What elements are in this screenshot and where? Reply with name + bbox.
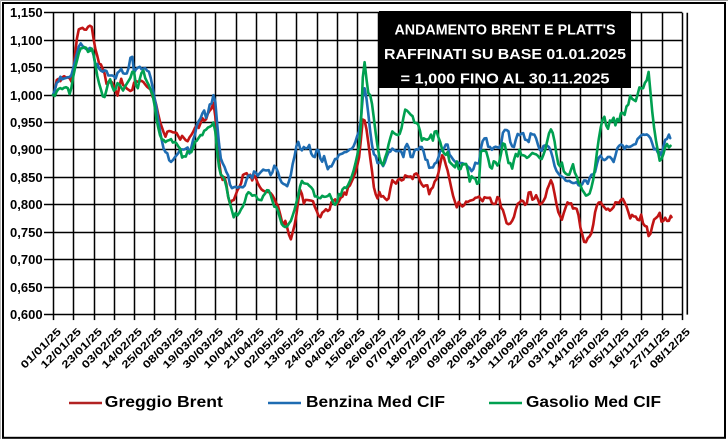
svg-text:1,150: 1,150 — [10, 5, 43, 20]
svg-text:0,900: 0,900 — [10, 142, 43, 157]
svg-text:Gasolio Med CIF: Gasolio Med CIF — [526, 394, 661, 411]
svg-text:Greggio Brent: Greggio Brent — [105, 394, 223, 411]
svg-text:0,750: 0,750 — [10, 225, 43, 240]
svg-text:0,950: 0,950 — [10, 115, 43, 130]
svg-text:RAFFINATI SU BASE 01.01.2025: RAFFINATI SU BASE 01.01.2025 — [384, 47, 626, 63]
svg-text:1,000: 1,000 — [10, 88, 43, 103]
svg-text:0,650: 0,650 — [10, 280, 43, 295]
svg-text:ANDAMENTO BRENT E PLATT'S: ANDAMENTO BRENT E PLATT'S — [395, 23, 616, 39]
svg-text:0,600: 0,600 — [10, 307, 43, 322]
svg-text:1,050: 1,050 — [10, 60, 43, 75]
svg-text:= 1,000 FINO AL 30.11.2025: = 1,000 FINO AL 30.11.2025 — [401, 72, 610, 88]
svg-text:1,100: 1,100 — [10, 33, 43, 48]
svg-text:Benzina Med CIF: Benzina Med CIF — [306, 394, 445, 411]
svg-text:0,800: 0,800 — [10, 197, 43, 212]
svg-text:0,700: 0,700 — [10, 252, 43, 267]
svg-text:0,850: 0,850 — [10, 170, 43, 185]
